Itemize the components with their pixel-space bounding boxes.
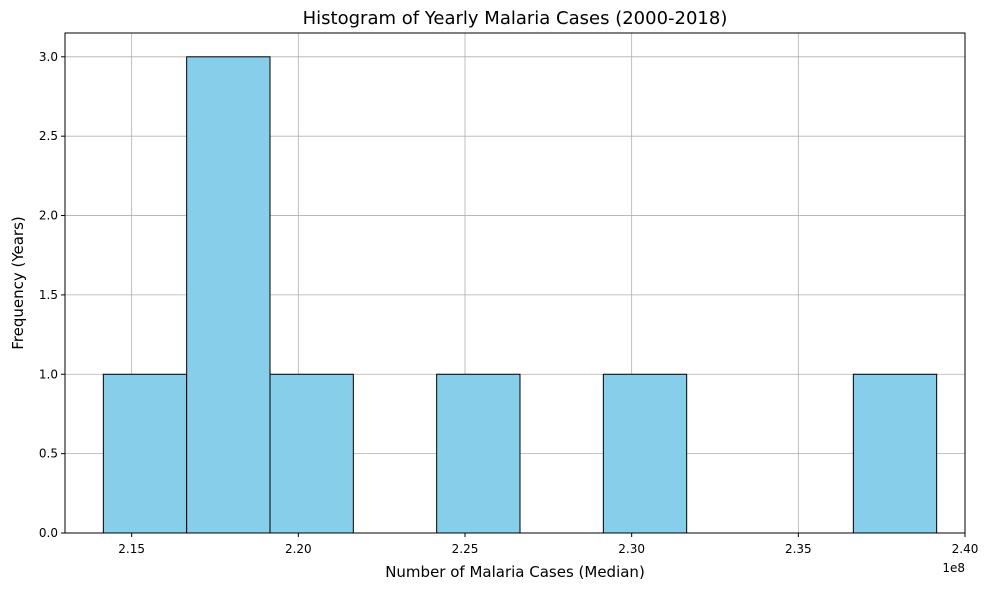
y-tick-label: 2.0: [39, 209, 58, 223]
bars: [102, 56, 938, 534]
histogram-bar: [436, 373, 521, 534]
y-tick-label: 2.5: [39, 129, 58, 143]
chart-title: Histogram of Yearly Malaria Cases (2000-…: [303, 8, 728, 29]
y-axis-label: Frequency (Years): [9, 216, 27, 350]
histogram-bar: [269, 373, 354, 534]
x-tick-label: 2.35: [785, 542, 812, 556]
x-axis-label: Number of Malaria Cases (Median): [385, 563, 645, 581]
x-tick-label: 2.30: [618, 542, 645, 556]
histogram-bar: [852, 373, 938, 534]
x-tick-label: 2.15: [118, 542, 145, 556]
x-tick-label: 2.20: [285, 542, 312, 556]
y-tick-label: 0.5: [39, 447, 58, 461]
ticks: 2.15 2.20 2.25 2.30 2.35 2.40 0.0 0.5 1.0 1.5 2.0 2…: [39, 50, 978, 556]
y-tick-label: 3.0: [39, 50, 58, 64]
x-tick-label: 2.40: [952, 542, 979, 556]
x-tick-label: 2.25: [452, 542, 479, 556]
y-tick-label: 1.0: [39, 367, 58, 381]
histogram-bar: [602, 373, 688, 534]
x-scale-label: 1e8: [942, 561, 965, 575]
histogram-bar: [186, 56, 271, 534]
y-tick-label: 0.0: [39, 526, 58, 540]
plot-frame: [64, 32, 966, 534]
histogram-bar: [102, 373, 188, 534]
y-tick-label: 1.5: [39, 288, 58, 302]
